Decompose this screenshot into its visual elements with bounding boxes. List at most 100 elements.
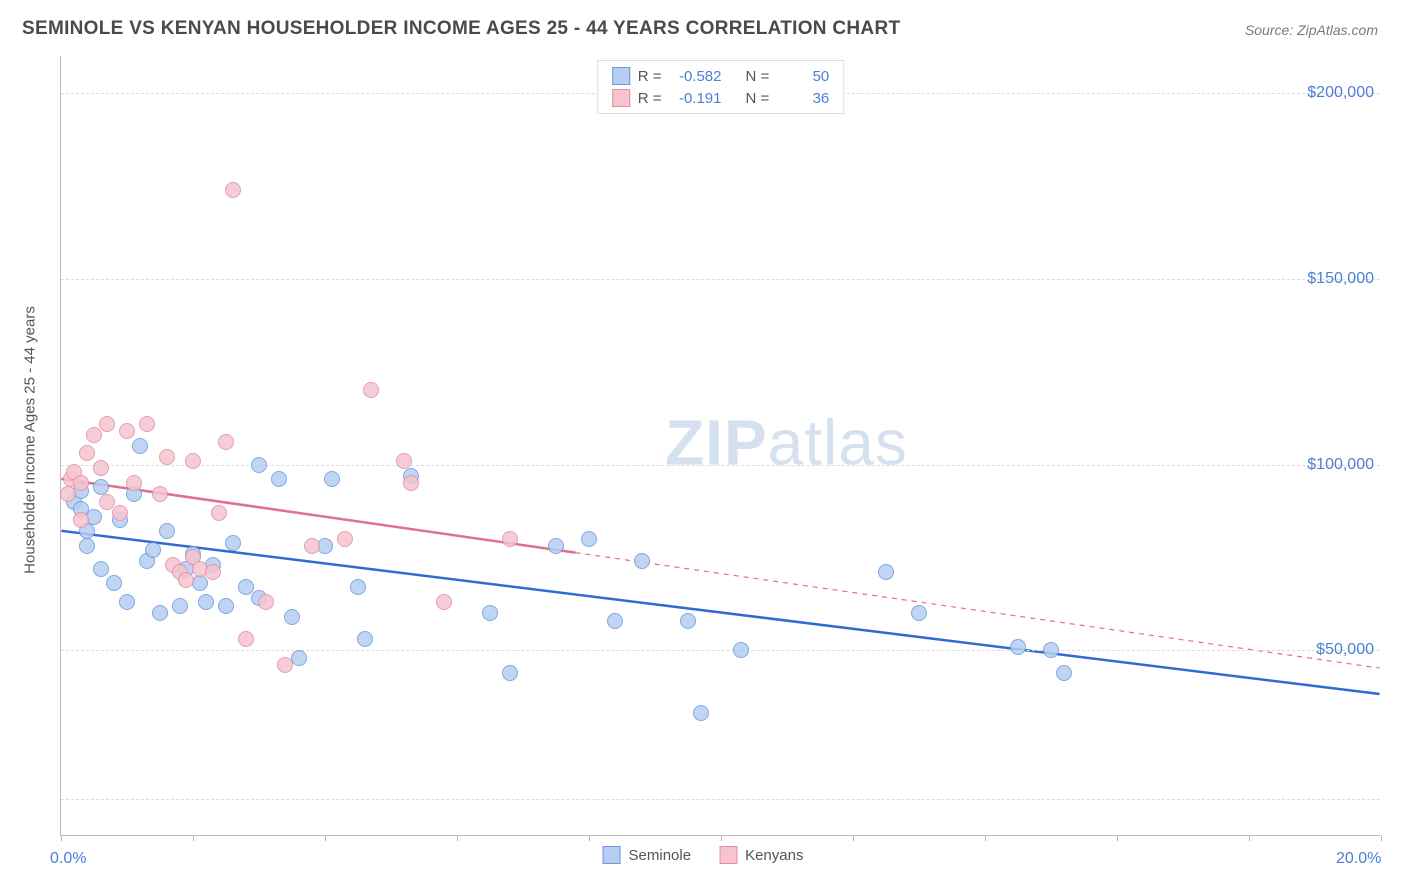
- source-name: ZipAtlas.com: [1297, 22, 1378, 38]
- data-point: [145, 542, 161, 558]
- x-tick: [589, 835, 590, 841]
- data-point: [198, 594, 214, 610]
- data-point: [99, 494, 115, 510]
- data-point: [126, 475, 142, 491]
- data-point: [132, 438, 148, 454]
- data-point: [634, 553, 650, 569]
- legend-swatch: [603, 846, 621, 864]
- correlation-row: R = -0.582 N = 50: [612, 65, 830, 87]
- data-point: [152, 605, 168, 621]
- data-point: [277, 657, 293, 673]
- legend-label: Seminole: [629, 847, 692, 864]
- data-point: [1043, 642, 1059, 658]
- data-point: [396, 453, 412, 469]
- series-legend: Seminole Kenyans: [603, 846, 804, 864]
- watermark-bold: ZIP: [665, 406, 768, 478]
- x-tick: [457, 835, 458, 841]
- data-point: [218, 598, 234, 614]
- data-point: [363, 382, 379, 398]
- data-point: [159, 523, 175, 539]
- x-tick: [193, 835, 194, 841]
- data-point: [482, 605, 498, 621]
- data-point: [99, 416, 115, 432]
- gridline-h: [61, 799, 1380, 800]
- data-point: [79, 538, 95, 554]
- data-point: [271, 471, 287, 487]
- x-tick: [325, 835, 326, 841]
- data-point: [106, 575, 122, 591]
- correlation-row: R =-0.191N =36: [612, 87, 830, 109]
- legend-swatch: [612, 89, 630, 107]
- y-axis-label: Householder Income Ages 25 - 44 years: [22, 306, 39, 574]
- x-tick: [853, 835, 854, 841]
- data-point: [548, 538, 564, 554]
- data-point: [178, 572, 194, 588]
- gridline-h: [61, 650, 1380, 651]
- chart-title: SEMINOLE VS KENYAN HOUSEHOLDER INCOME AG…: [22, 18, 900, 40]
- data-point: [225, 182, 241, 198]
- r-label: R =: [638, 68, 662, 85]
- data-point: [680, 613, 696, 629]
- source-attribution: Source: ZipAtlas.com: [1245, 22, 1378, 38]
- data-point: [304, 538, 320, 554]
- data-point: [878, 564, 894, 580]
- data-point: [112, 505, 128, 521]
- trend-line-solid: [61, 531, 1379, 694]
- data-point: [205, 564, 221, 580]
- n-value: 36: [777, 90, 829, 107]
- data-point: [337, 531, 353, 547]
- data-point: [357, 631, 373, 647]
- legend-item: Kenyans: [719, 846, 803, 864]
- y-tick-label: $100,000: [1307, 456, 1374, 474]
- y-tick-label: $150,000: [1307, 270, 1374, 288]
- y-tick-label: $50,000: [1316, 641, 1374, 659]
- data-point: [73, 475, 89, 491]
- data-point: [238, 579, 254, 595]
- data-point: [119, 423, 135, 439]
- r-value: -0.191: [670, 90, 722, 107]
- x-tick: [721, 835, 722, 841]
- x-axis-max-label: 20.0%: [1336, 850, 1381, 868]
- x-tick: [61, 835, 62, 841]
- r-value: -0.582: [670, 68, 722, 85]
- data-point: [152, 486, 168, 502]
- n-label: N =: [746, 68, 770, 85]
- y-tick-label: $200,000: [1307, 84, 1374, 102]
- data-point: [581, 531, 597, 547]
- data-point: [733, 642, 749, 658]
- correlation-legend: R = -0.582 N = 50R = -0.191 N = 36: [597, 60, 845, 114]
- data-point: [284, 609, 300, 625]
- x-tick: [985, 835, 986, 841]
- data-point: [436, 594, 452, 610]
- legend-item: Seminole: [603, 846, 692, 864]
- data-point: [238, 631, 254, 647]
- trend-lines-layer: [61, 56, 1380, 835]
- data-point: [911, 605, 927, 621]
- watermark: ZIPatlas: [665, 405, 908, 479]
- x-tick: [1381, 835, 1382, 841]
- data-point: [218, 434, 234, 450]
- data-point: [502, 665, 518, 681]
- data-point: [1056, 665, 1072, 681]
- data-point: [607, 613, 623, 629]
- data-point: [258, 594, 274, 610]
- n-label: N =: [746, 90, 770, 107]
- data-point: [139, 416, 155, 432]
- data-point: [79, 445, 95, 461]
- legend-swatch: [612, 67, 630, 85]
- data-point: [93, 479, 109, 495]
- data-point: [502, 531, 518, 547]
- data-point: [693, 705, 709, 721]
- data-point: [225, 535, 241, 551]
- data-point: [1010, 639, 1026, 655]
- chart-container: SEMINOLE VS KENYAN HOUSEHOLDER INCOME AG…: [0, 0, 1406, 892]
- data-point: [324, 471, 340, 487]
- x-tick: [1249, 835, 1250, 841]
- data-point: [251, 457, 267, 473]
- data-point: [86, 427, 102, 443]
- data-point: [403, 475, 419, 491]
- n-value: 50: [777, 68, 829, 85]
- data-point: [93, 460, 109, 476]
- data-point: [119, 594, 135, 610]
- data-point: [172, 598, 188, 614]
